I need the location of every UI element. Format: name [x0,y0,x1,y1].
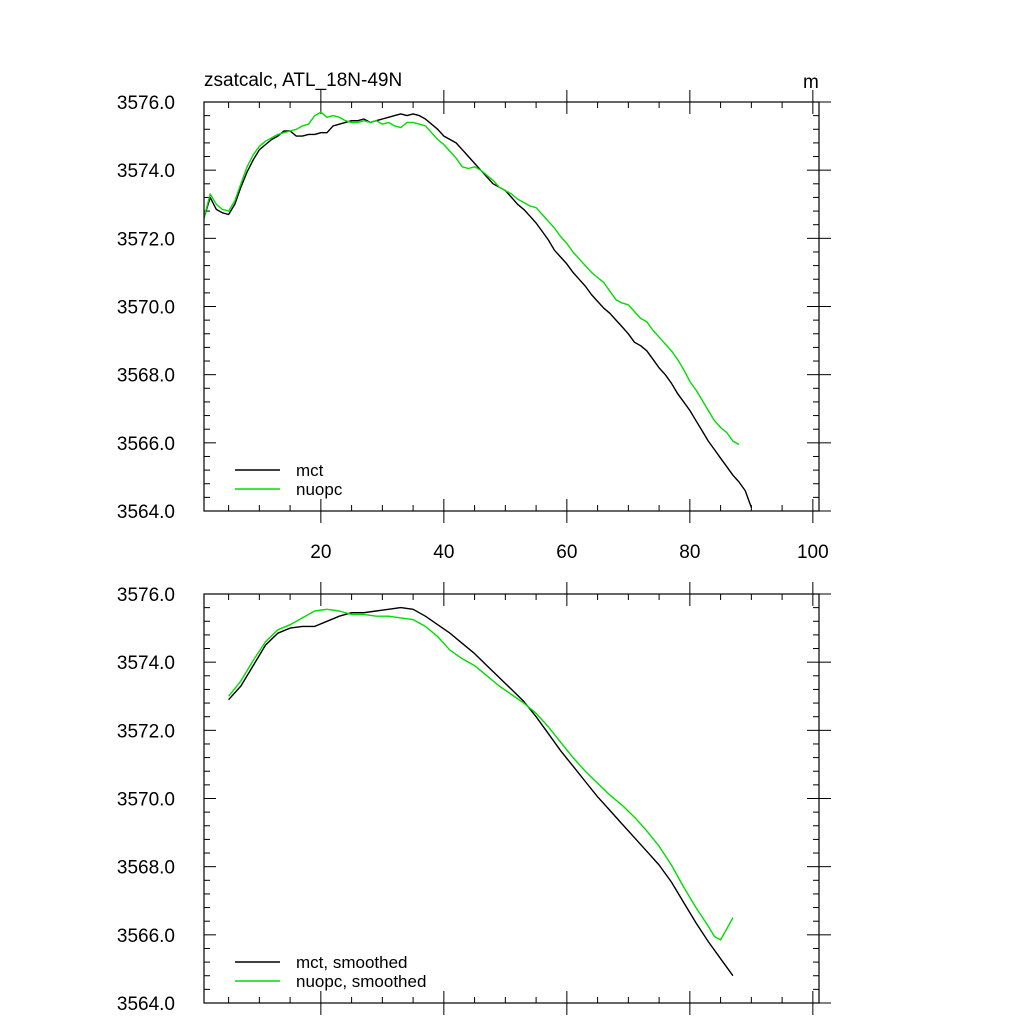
y-tick-label: 3572.0 [117,229,175,250]
y-tick-label: 3568.0 [117,858,175,879]
top-ticks [204,90,831,523]
y-tick-label: 3576.0 [117,93,175,114]
top-legend: mct nuopc [235,461,343,499]
y-tick-label: 3568.0 [117,366,175,387]
x-tick-label: 80 [679,542,700,563]
bottom-y-tick-labels: 3564.0 3566.0 3568.0 3570.0 3572.0 3574.0 3576… [117,585,175,1015]
series-line-nuopc-smoothed [228,608,734,941]
legend-label-mct-smoothed: mct, smoothed [296,953,408,972]
chart-title: zsatcalc, ATL_18N-49N [204,70,402,91]
legend-label-nuopc: nuopc [296,480,343,499]
x-tick-label: 100 [797,542,829,563]
x-tick-label: 40 [433,542,454,563]
bottom-legend: mct, smoothed nuopc, smoothed [235,953,426,991]
units-label: m [803,72,819,93]
y-tick-label: 3566.0 [117,926,175,947]
x-tick-label: 20 [310,542,331,563]
y-tick-label: 3570.0 [117,790,175,811]
bottom-series-group [228,606,734,977]
x-tick-label: 60 [556,542,577,563]
y-tick-label: 3572.0 [117,721,175,742]
y-tick-label: 3576.0 [117,585,175,606]
top-y-tick-labels: 3564.0 3566.0 3568.0 3570.0 3572.0 3574.0 3576… [117,93,175,523]
series-line-mct [203,113,753,508]
y-tick-label: 3564.0 [117,994,175,1015]
top-series-group [203,111,753,508]
bottom-panel: 3564.0 3566.0 3568.0 3570.0 3572.0 3574.0 3576… [117,582,831,1015]
top-plot-frame [203,101,820,512]
series-line-nuopc [203,111,740,446]
y-tick-label: 3574.0 [117,161,175,182]
y-tick-label: 3566.0 [117,434,175,455]
y-tick-label: 3570.0 [117,298,175,319]
legend-label-mct: mct [296,461,324,480]
y-tick-label: 3564.0 [117,502,175,523]
y-tick-label: 3574.0 [117,653,175,674]
legend-label-nuopc-smoothed: nuopc, smoothed [296,972,426,991]
bottom-plot-frame [203,593,820,1004]
series-line-mct-smoothed [228,606,734,977]
bottom-ticks [204,582,831,1015]
top-panel: zsatcalc, ATL_18N-49N m 3564.0 3566.0 3568… [117,70,831,563]
top-x-tick-labels: 20 40 60 80 100 [310,542,828,563]
